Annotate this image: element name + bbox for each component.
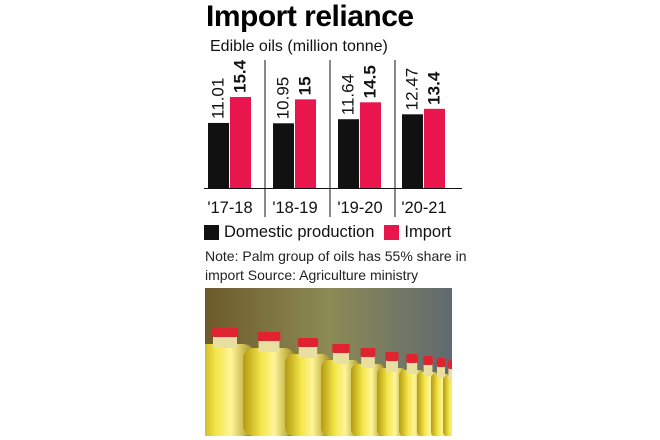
x-tick-label: '20-21: [401, 199, 446, 217]
bottle: [285, 354, 331, 436]
data-label-import: 15.4: [231, 59, 250, 93]
bar-domestic: [338, 119, 359, 188]
bar-domestic: [208, 122, 229, 188]
data-label-import: 13.4: [425, 71, 444, 105]
bottle-cap: [257, 332, 281, 341]
data-label-domestic: 11.01: [209, 78, 228, 119]
bar-import: [424, 108, 445, 188]
bottle-cap: [406, 354, 418, 363]
oil-bottles-photo: [205, 288, 452, 436]
domestic-swatch: [204, 224, 219, 240]
bottle-neck: [386, 358, 398, 372]
bottle-cap: [436, 358, 446, 367]
bottle-cap: [360, 348, 376, 357]
bottle-neck: [298, 344, 318, 358]
bottle-cap: [297, 338, 319, 347]
bottle: [443, 376, 452, 436]
bottle-cap: [423, 356, 433, 365]
bar-import: [230, 97, 251, 188]
bottle-neck: [423, 362, 433, 376]
x-tick-label: '18-19: [272, 199, 317, 217]
bar-import: [295, 99, 316, 188]
legend-item-domestic: Domestic production: [204, 223, 374, 242]
legend: Domestic production Import: [204, 220, 461, 244]
bottle-neck: [448, 366, 452, 380]
bottle-cap: [332, 344, 350, 353]
oil-bottles-illustration: [205, 288, 452, 436]
data-label-domestic: 11.64: [339, 74, 358, 115]
bottle: [243, 348, 295, 436]
bottle-neck: [361, 354, 375, 368]
source-note: Note: Palm group of oils has 55% share i…: [205, 248, 467, 283]
data-label-import: 15: [296, 76, 315, 95]
data-label-import: 14.5: [361, 65, 380, 98]
legend-item-import: Import: [384, 223, 451, 242]
bottle: [205, 344, 255, 436]
bottle-cap: [385, 352, 399, 361]
bar-import: [360, 102, 381, 188]
bottle-neck: [258, 338, 280, 352]
bottle-cap: [448, 360, 452, 369]
chart-title: Import reliance: [206, 0, 414, 33]
data-label-domestic: 12.47: [403, 68, 422, 111]
bottle: [351, 364, 385, 436]
bar-domestic: [402, 114, 423, 188]
import-swatch: [384, 224, 400, 240]
x-tick-label: '19-20: [337, 199, 382, 217]
bar-domestic: [273, 123, 294, 188]
chart-subtitle: Edible oils (million tonne): [210, 38, 388, 55]
bottle-neck: [406, 360, 418, 374]
bottle-neck: [213, 334, 237, 348]
bottle-neck: [437, 364, 445, 378]
legend-domestic-label: Domestic production: [224, 222, 375, 241]
bottle-neck: [333, 350, 349, 364]
data-label-domestic: 10.95: [274, 77, 293, 120]
x-tick-label: '17-18: [207, 199, 252, 217]
bottle-cap: [211, 328, 239, 337]
legend-import-label: Import: [404, 222, 452, 241]
